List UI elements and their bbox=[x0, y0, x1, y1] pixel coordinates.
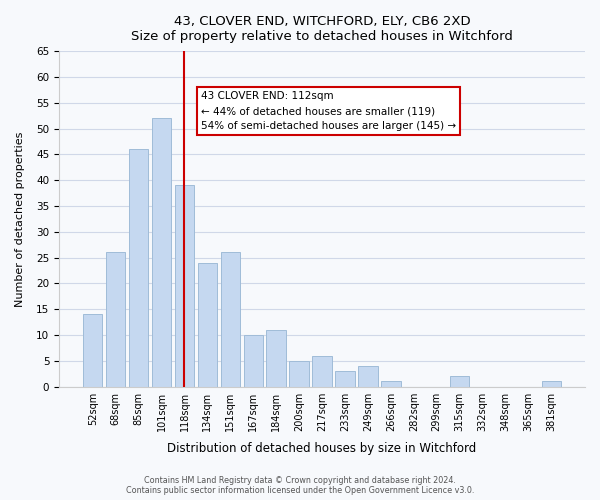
Bar bbox=[244, 335, 263, 386]
Bar bbox=[106, 252, 125, 386]
Bar bbox=[83, 314, 103, 386]
Bar bbox=[542, 382, 561, 386]
Bar bbox=[358, 366, 377, 386]
Bar bbox=[266, 330, 286, 386]
Bar bbox=[129, 149, 148, 386]
X-axis label: Distribution of detached houses by size in Witchford: Distribution of detached houses by size … bbox=[167, 442, 476, 455]
Bar bbox=[197, 263, 217, 386]
Bar bbox=[289, 361, 309, 386]
Bar bbox=[152, 118, 171, 386]
Bar bbox=[175, 186, 194, 386]
Text: 43 CLOVER END: 112sqm
← 44% of detached houses are smaller (119)
54% of semi-det: 43 CLOVER END: 112sqm ← 44% of detached … bbox=[201, 92, 456, 131]
Bar bbox=[221, 252, 240, 386]
Bar bbox=[335, 371, 355, 386]
Bar bbox=[312, 356, 332, 386]
Bar bbox=[381, 382, 401, 386]
Text: Contains HM Land Registry data © Crown copyright and database right 2024.
Contai: Contains HM Land Registry data © Crown c… bbox=[126, 476, 474, 495]
Y-axis label: Number of detached properties: Number of detached properties bbox=[15, 131, 25, 306]
Bar bbox=[450, 376, 469, 386]
Title: 43, CLOVER END, WITCHFORD, ELY, CB6 2XD
Size of property relative to detached ho: 43, CLOVER END, WITCHFORD, ELY, CB6 2XD … bbox=[131, 15, 513, 43]
